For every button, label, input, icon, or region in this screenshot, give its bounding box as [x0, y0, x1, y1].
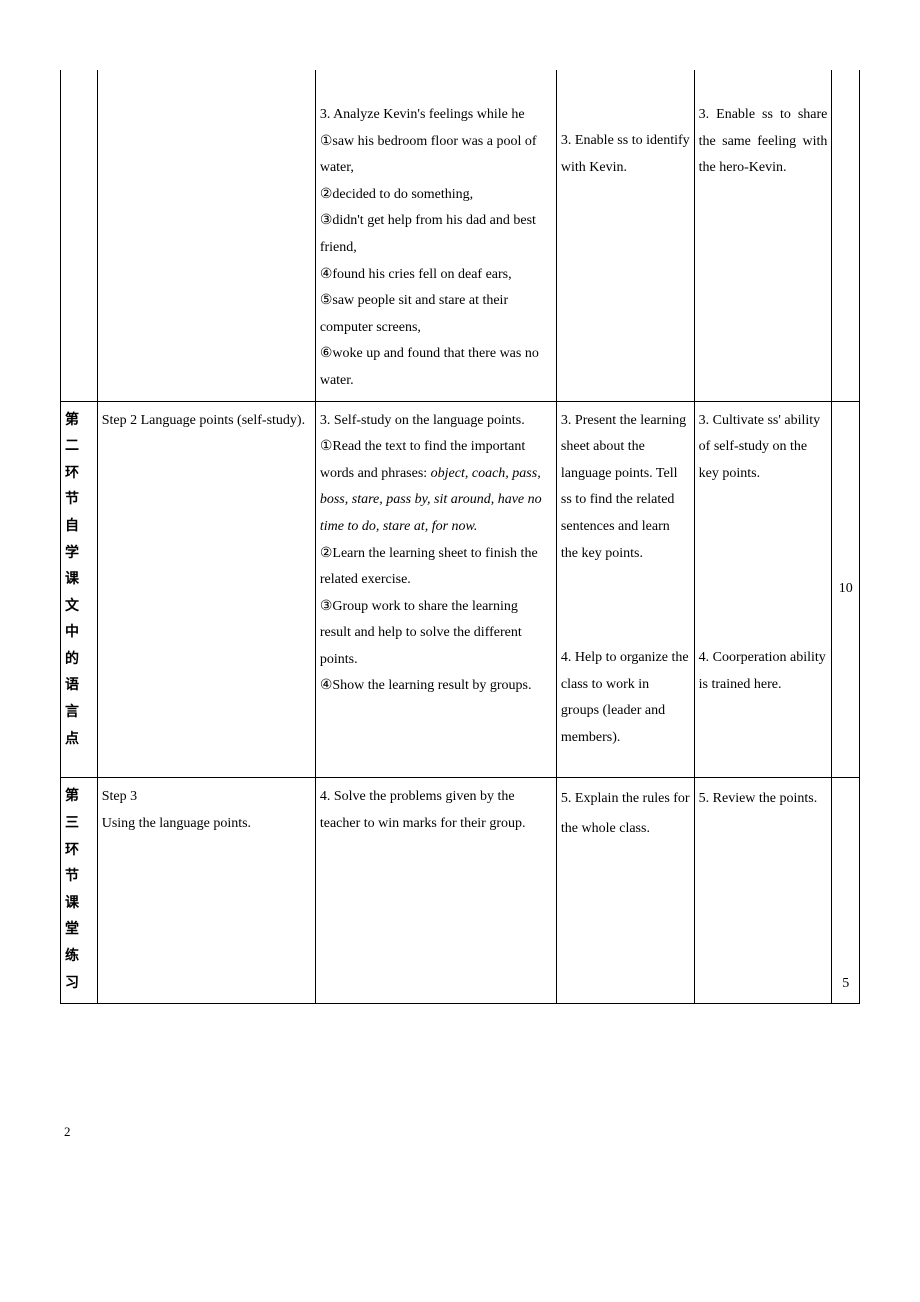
teacher-text: 3. Enable ss to identify with Kevin.: [561, 76, 690, 181]
cell-stage: [61, 70, 98, 401]
purpose-text: 3. Enable ss to share the same feeling w…: [699, 76, 828, 182]
cell-time: [832, 70, 860, 401]
cell-teacher: 5. Explain the rules for the whole class…: [556, 778, 694, 1004]
cell-teacher: 3. Enable ss to identify with Kevin.: [556, 70, 694, 401]
teacher-text-a: 3. Present the learning sheet about the …: [561, 408, 690, 568]
spacer: [561, 751, 690, 771]
cell-stage: 第 二 环 节 自 学 课 文 中 的 语 言 点: [61, 401, 98, 778]
table-row: 第 二 环 节 自 学 课 文 中 的 语 言 点 Step 2 Languag…: [61, 401, 860, 778]
cell-time: 10: [832, 401, 860, 778]
teacher-text-b: 4. Help to organize the class to work in…: [561, 645, 690, 751]
lesson-plan-table: 3. Analyze Kevin's feelings while he ①sa…: [60, 70, 860, 1004]
purpose-text: 5. Review the points.: [699, 784, 828, 813]
step-text: Step 2 Language points (self-study).: [102, 408, 311, 435]
cell-time: 5: [832, 778, 860, 1004]
cell-purpose: 5. Review the points.: [694, 778, 832, 1004]
document-page: 3. Analyze Kevin's feelings while he ①sa…: [0, 0, 920, 1180]
activity-text: 4. Solve the problems given by the teach…: [320, 784, 552, 837]
activity-text-b: ②Learn the learning sheet to finish the …: [320, 546, 538, 694]
cell-step: Step 2 Language points (self-study).: [97, 401, 315, 778]
cell-purpose: 3. Enable ss to share the same feeling w…: [694, 70, 832, 401]
cell-activity: 3. Analyze Kevin's feelings while he ①sa…: [315, 70, 556, 401]
cell-teacher: 3. Present the learning sheet about the …: [556, 401, 694, 778]
stage-label: 第 二 环 节 自 学 课 文 中 的 语 言 点: [65, 408, 93, 754]
cell-step: [97, 70, 315, 401]
cell-activity: 3. Self-study on the language points. ①R…: [315, 401, 556, 778]
cell-purpose: 3. Cultivate ss' ability of self-study o…: [694, 401, 832, 778]
stage-label: 第 三 环 节 课 堂 练 习: [65, 784, 93, 997]
table-row: 第 三 环 节 课 堂 练 习 Step 3 Using the languag…: [61, 778, 860, 1004]
cell-activity: 4. Solve the problems given by the teach…: [315, 778, 556, 1004]
spacer: [561, 567, 690, 645]
spacer: [699, 487, 828, 645]
cell-stage: 第 三 环 节 课 堂 练 习: [61, 778, 98, 1004]
time-value: 5: [836, 971, 855, 998]
step-text: Step 3 Using the language points.: [102, 784, 311, 837]
cell-step: Step 3 Using the language points.: [97, 778, 315, 1004]
time-value: 10: [836, 576, 855, 603]
teacher-text: 5. Explain the rules for the whole class…: [561, 784, 690, 843]
page-number: 2: [64, 1124, 860, 1140]
activity-text: 3. Analyze Kevin's feelings while he ①sa…: [320, 76, 552, 395]
table-row: 3. Analyze Kevin's feelings while he ①sa…: [61, 70, 860, 401]
purpose-text-b: 4. Coorperation ability is trained here.: [699, 645, 828, 698]
purpose-text-a: 3. Cultivate ss' ability of self-study o…: [699, 408, 828, 488]
